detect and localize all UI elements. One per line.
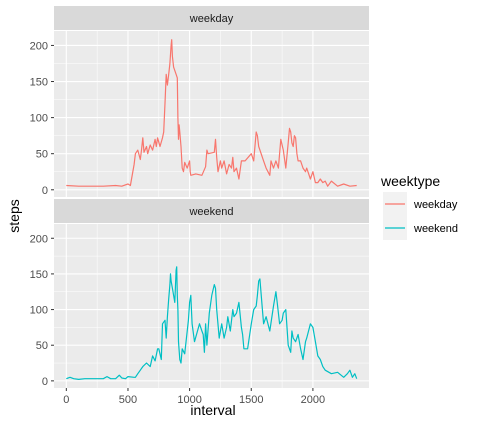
y-tick-label: 150 <box>30 269 48 281</box>
legend: weektype weekday weekend <box>380 173 458 240</box>
y-tick-label: 200 <box>30 233 48 245</box>
y-tick-label: 0 <box>42 376 48 388</box>
series-line-weekday <box>66 39 357 187</box>
facet-strip-label: weekday <box>189 13 234 25</box>
legend-label: weekend <box>413 223 458 235</box>
y-tick-label: 100 <box>30 305 48 317</box>
panel-background <box>54 31 369 197</box>
panel-weekday: weekday 0 50 100 150 200 <box>30 6 369 197</box>
facet-strip <box>54 199 369 223</box>
legend-item-weekend: weekend <box>383 216 458 240</box>
y-tick-label: 50 <box>36 340 48 352</box>
legend-item-weekday: weekday <box>383 192 458 216</box>
y-axis-title: steps <box>6 199 22 232</box>
legend-label: weekday <box>413 199 458 211</box>
legend-title: weektype <box>380 173 440 189</box>
x-tick-label: 1500 <box>239 394 263 406</box>
y-tick-label: 0 <box>42 185 48 197</box>
x-axis-title: interval <box>190 402 235 418</box>
facet-strip-label: weekend <box>188 206 233 218</box>
series-line-weekend <box>66 266 358 380</box>
panel-background <box>54 224 369 388</box>
y-tick-label: 100 <box>30 113 48 125</box>
x-tick-label: 2000 <box>301 394 325 406</box>
y-tick-label: 50 <box>36 149 48 161</box>
y-tick-label: 150 <box>30 77 48 89</box>
facet-strip <box>54 6 369 30</box>
y-tick-label: 200 <box>30 40 48 52</box>
x-tick-label: 500 <box>119 394 137 406</box>
x-tick-label: 0 <box>63 394 69 406</box>
x-tick-label: 1000 <box>177 394 201 406</box>
